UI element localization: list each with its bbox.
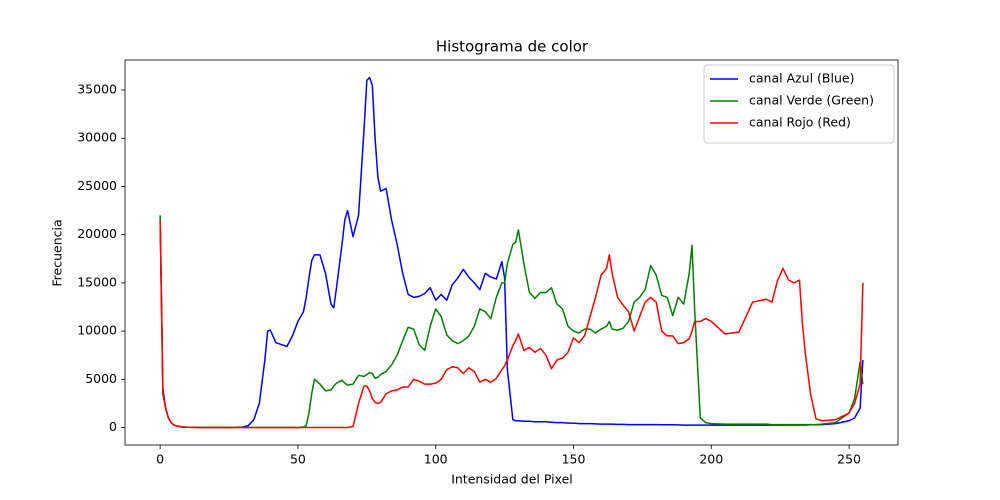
x-tick-label: 50: [290, 452, 306, 467]
y-tick-label: 10000: [77, 323, 117, 338]
legend-label: canal Verde (Green): [749, 93, 874, 108]
x-tick-label: 100: [424, 452, 448, 467]
y-tick-label: 35000: [77, 82, 117, 97]
series-line: [159, 76, 864, 429]
x-tick-label: 150: [562, 452, 586, 467]
series-line: [159, 220, 864, 429]
legend-label: canal Azul (Blue): [749, 71, 854, 86]
y-tick-label: 30000: [77, 130, 117, 145]
y-tick-label: 20000: [77, 226, 117, 241]
y-tick-label: 0: [109, 419, 117, 434]
chart-title: Histograma de color: [436, 38, 589, 56]
y-tick-label: 15000: [77, 274, 117, 289]
x-tick-label: 250: [837, 452, 861, 467]
y-tick-label: 5000: [85, 371, 117, 386]
y-axis-label: Frecuencia: [50, 219, 65, 286]
x-axis-label: Intensidad del Pixel: [451, 472, 573, 487]
legend-label: canal Rojo (Red): [749, 115, 851, 130]
plot-frame: [124, 59, 899, 446]
legend-box: [703, 64, 895, 144]
x-tick-label: 200: [699, 452, 723, 467]
x-tick-label: 0: [156, 452, 164, 467]
y-tick-label: 25000: [77, 178, 117, 193]
series-line: [159, 215, 864, 429]
legend: canal Azul (Blue) canal Verde (Green) cana…: [703, 64, 895, 144]
